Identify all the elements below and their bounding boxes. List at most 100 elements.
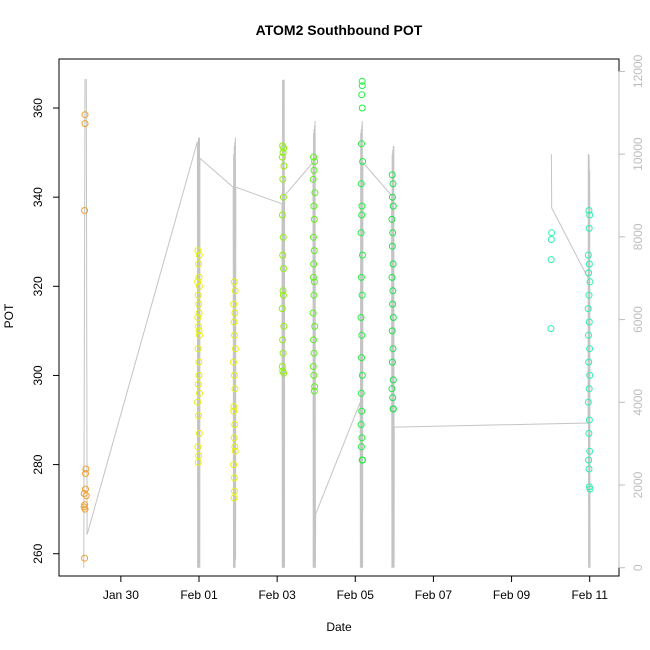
data-point — [357, 273, 365, 281]
data-point — [230, 434, 238, 442]
data-point — [388, 171, 396, 179]
data-point — [388, 273, 396, 281]
data-point — [389, 300, 397, 308]
y-tick-label: 300 — [31, 365, 45, 385]
data-point — [310, 166, 318, 174]
data-point — [584, 305, 592, 313]
data-point — [82, 465, 90, 473]
y2-tick-label: 4000 — [631, 389, 645, 416]
data-point — [230, 474, 238, 482]
data-point — [80, 490, 88, 497]
data-point — [195, 327, 203, 335]
data-point — [280, 162, 288, 170]
data-point — [585, 429, 593, 437]
data-point — [358, 434, 366, 442]
data-point — [195, 322, 203, 330]
data-point — [231, 287, 239, 295]
data-point — [585, 331, 592, 339]
data-point — [81, 120, 89, 128]
data-point — [194, 247, 202, 255]
x-tick-label: Feb 05 — [337, 588, 375, 602]
data-point — [194, 291, 202, 299]
data-point — [585, 358, 593, 366]
data-point — [230, 407, 238, 415]
data-point — [278, 153, 286, 161]
data-point — [81, 207, 89, 214]
data-point — [195, 260, 202, 268]
y-tick-label: 360 — [31, 98, 45, 118]
y2-tick-label: 8000 — [631, 223, 645, 250]
data-point — [548, 229, 556, 237]
data-point — [194, 314, 202, 321]
data-point — [357, 421, 365, 428]
data-point — [585, 465, 593, 473]
data-point — [82, 492, 90, 500]
y2-tick-label: 2000 — [631, 471, 645, 498]
data-point — [389, 314, 397, 321]
data-point — [358, 202, 366, 210]
data-point — [311, 158, 319, 165]
data-point — [231, 443, 239, 451]
pot-line-layer — [83, 79, 591, 568]
data-point — [195, 251, 203, 259]
data-point — [194, 398, 202, 406]
data-point — [195, 300, 203, 308]
data-point — [195, 412, 202, 420]
data-point — [231, 345, 239, 353]
data-point — [196, 282, 203, 290]
data-point — [194, 345, 202, 353]
x-tick-label: Feb 01 — [180, 588, 218, 602]
data-point — [389, 287, 397, 295]
data-point — [358, 91, 366, 99]
data-point — [388, 385, 396, 393]
data-point — [231, 487, 238, 495]
data-point — [279, 251, 287, 259]
data-point — [280, 322, 288, 330]
data-point — [279, 175, 287, 183]
data-point — [310, 260, 318, 268]
data-point — [194, 278, 202, 286]
data-point — [547, 325, 555, 333]
data-point — [358, 82, 366, 90]
data-point — [310, 349, 318, 357]
data-point — [231, 385, 239, 393]
data-point — [309, 363, 317, 370]
data-point — [194, 443, 202, 451]
data-point — [231, 309, 239, 317]
data-point — [389, 229, 397, 237]
data-point — [278, 211, 286, 219]
data-point — [586, 211, 594, 219]
data-point — [82, 485, 89, 493]
data-point — [230, 494, 238, 502]
data-point — [586, 371, 594, 379]
data-point — [278, 363, 286, 370]
data-point — [309, 233, 317, 241]
data-point — [278, 305, 286, 313]
data-points-layer — [80, 77, 594, 562]
x-tick-label: Jan 30 — [103, 588, 139, 602]
data-point — [388, 242, 396, 250]
data-point — [230, 318, 238, 326]
x-axis-label: Date — [326, 620, 352, 634]
data-point — [358, 291, 366, 299]
y-axis-right: 0 2000 4000 6000 8000 10000 12000 — [618, 54, 645, 571]
data-point — [194, 380, 202, 388]
y2-tick-label: 6000 — [631, 306, 645, 333]
y2-tick-label: 12000 — [631, 54, 645, 88]
data-point — [311, 189, 319, 197]
data-point — [389, 394, 397, 402]
y-axis-left: 260 280 300 320 340 360 — [31, 98, 60, 564]
x-axis: Jan 30 Feb 01 Feb 03 Feb 05 Feb 07 Feb 09 Feb … — [103, 575, 608, 602]
data-point — [585, 416, 593, 424]
data-point — [81, 111, 89, 119]
data-point — [586, 345, 594, 353]
data-point — [280, 369, 288, 377]
data-point — [358, 104, 366, 112]
data-point — [310, 291, 318, 299]
y-tick-label: 260 — [31, 543, 45, 563]
data-point — [388, 358, 396, 366]
data-point — [196, 389, 203, 397]
data-point — [195, 309, 203, 317]
data-point — [586, 485, 594, 493]
data-point — [358, 371, 366, 379]
